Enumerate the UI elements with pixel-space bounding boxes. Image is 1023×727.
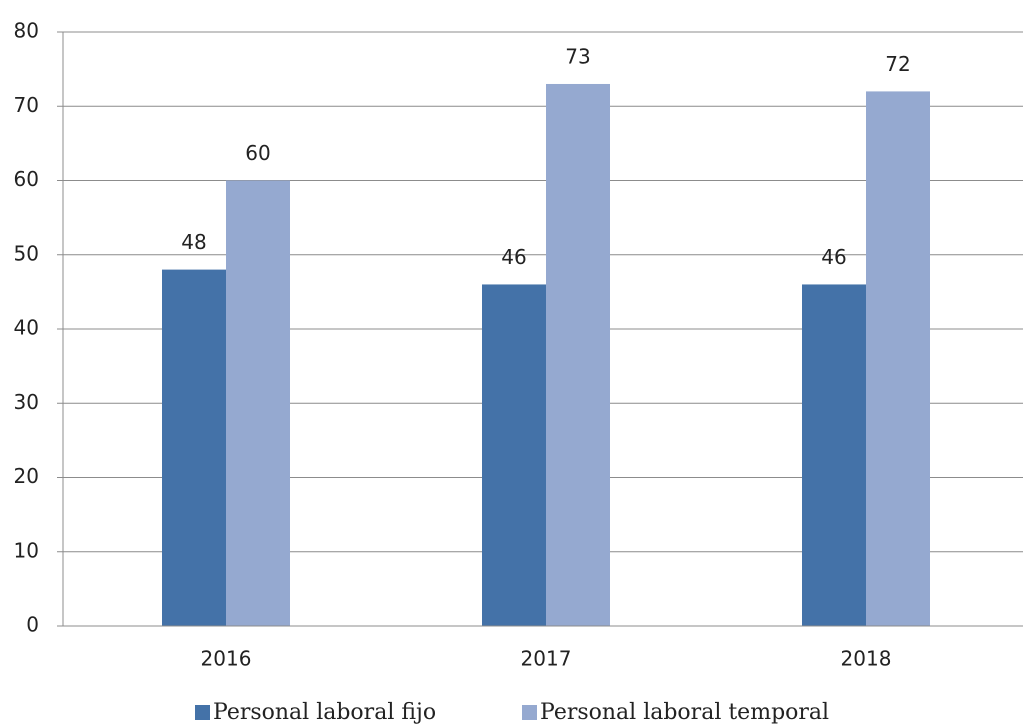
y-tick-label: 30 [14, 390, 39, 414]
data-label: 60 [245, 141, 270, 165]
data-label: 46 [501, 245, 526, 269]
y-tick-label: 60 [14, 167, 39, 191]
legend-label: Personal laboral temporal [540, 700, 829, 725]
y-tick-label: 70 [14, 93, 39, 117]
data-label: 73 [565, 44, 590, 68]
bar [802, 284, 866, 626]
bar [226, 180, 290, 626]
y-tick-label: 50 [14, 241, 39, 265]
x-tick-label: 2016 [201, 647, 252, 671]
legend: Personal laboral fijo Personal laboral te… [195, 700, 829, 725]
legend-swatch [522, 705, 537, 720]
x-tick-label: 2017 [521, 647, 572, 671]
y-tick-label: 0 [26, 613, 39, 637]
y-tick-label: 80 [14, 19, 39, 43]
data-label: 72 [885, 52, 910, 76]
y-tick-label: 40 [14, 316, 39, 340]
bar [546, 83, 610, 627]
y-tick-label: 10 [14, 538, 39, 562]
legend-swatch [195, 705, 210, 720]
data-label: 48 [181, 230, 206, 254]
bar [482, 284, 546, 626]
legend-label: Personal laboral fijo [213, 700, 436, 725]
bar [866, 91, 930, 626]
x-tick-label: 2018 [841, 647, 892, 671]
y-tick-label: 20 [14, 464, 39, 488]
bar [162, 269, 226, 626]
data-label: 46 [821, 245, 846, 269]
